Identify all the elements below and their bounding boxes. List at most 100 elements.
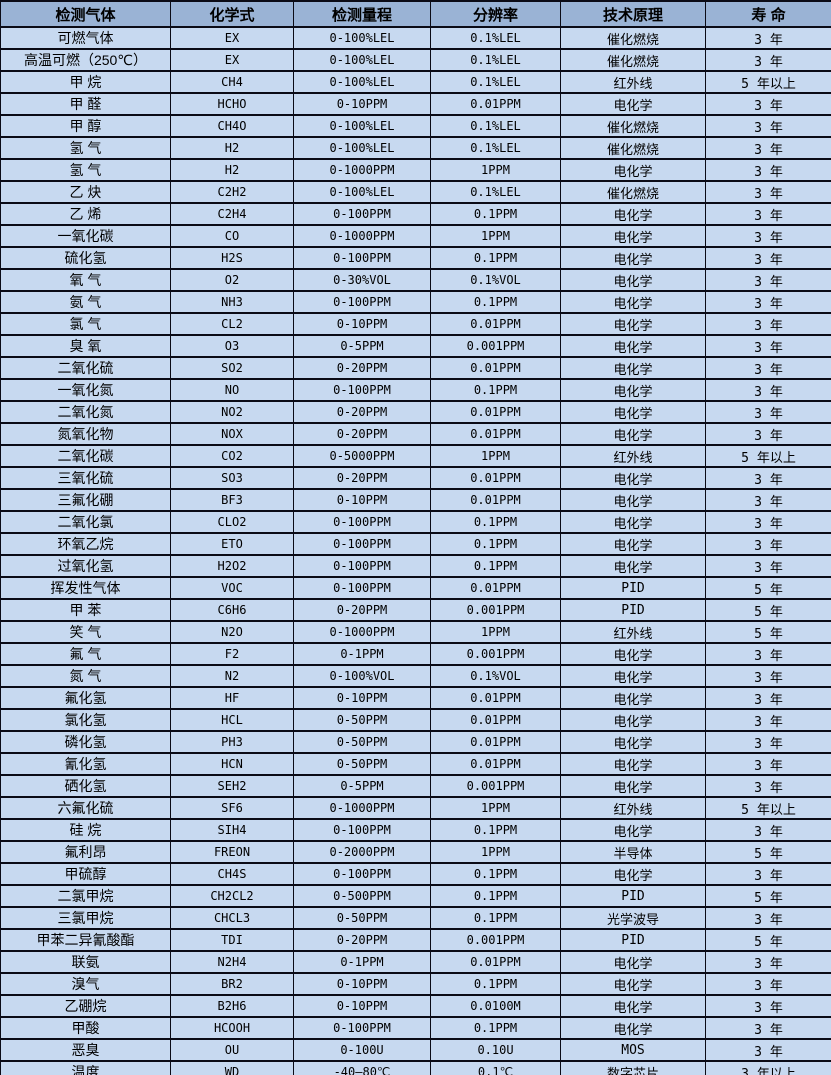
table-cell: 三氟化硼 [0,488,171,512]
table-cell: 过氧化氢 [0,554,171,578]
table-cell: 3 年 [705,92,831,116]
table-cell: 0.01PPM [430,356,561,380]
table-cell: 0.001PPM [430,928,561,952]
table-cell: 甲 苯 [0,598,171,622]
table-cell: 0-5000PPM [293,444,431,468]
table-cell: 0.1PPM [430,862,561,886]
table-cell: 电化学 [560,312,706,336]
table-cell: 硅 烷 [0,818,171,842]
table-cell: 0.1℃ [430,1060,561,1075]
table-cell: 3 年 [705,400,831,424]
table-cell: EX [170,26,294,50]
table-cell: 3 年 [705,158,831,182]
table-cell: 0-100%LEL [293,136,431,160]
table-cell: 0-100PPM [293,818,431,842]
table-cell: HCN [170,752,294,776]
table-cell: 5 年 [705,598,831,622]
table-cell: 3 年 [705,26,831,50]
table-cell: 氰化氢 [0,752,171,776]
table-cell: 0.1%LEL [430,136,561,160]
table-cell: 0.01PPM [430,422,561,446]
table-cell: 5 年以上 [705,70,831,94]
table-row: 氯化氢 HCL 0-50PPM 0.01PPM 电化学 3 年 [0,708,831,732]
table-cell: HCOOH [170,1016,294,1040]
table-cell: 3 年 [705,642,831,666]
table-cell: 半导体 [560,840,706,864]
table-cell: 三氧化硫 [0,466,171,490]
table-row: 一氧化氮 NO 0-100PPM 0.1PPM 电化学 3 年 [0,378,831,402]
table-cell: 3 年 [705,114,831,138]
table-cell: 催化燃烧 [560,26,706,50]
table-cell: 1PPM [430,224,561,248]
table-cell: 电化学 [560,268,706,292]
column-header: 检测气体 [0,0,171,28]
table-cell: 0.1%LEL [430,180,561,204]
table-cell: CH4 [170,70,294,94]
table-row: 甲 醇 CH4O 0-100%LEL 0.1%LEL 催化燃烧 3 年 [0,114,831,138]
table-cell: 红外线 [560,796,706,820]
table-cell: SO3 [170,466,294,490]
table-cell: 0.1PPM [430,202,561,226]
table-cell: 催化燃烧 [560,114,706,138]
table-cell: 氧 气 [0,268,171,292]
table-row: 甲苯二异氰酸酯 TDI 0-20PPM 0.001PPM PID 5 年 [0,928,831,952]
table-cell: 5 年以上 [705,796,831,820]
table-cell: 0-100PPM [293,246,431,270]
table-cell: 甲 醇 [0,114,171,138]
table-cell: 3 年 [705,686,831,710]
table-cell: 0.1PPM [430,246,561,270]
table-cell: 氢 气 [0,158,171,182]
table-row: 挥发性气体 VOC 0-100PPM 0.01PPM PID 5 年 [0,576,831,600]
table-row: 三氯甲烷 CHCL3 0-50PPM 0.1PPM 光学波导 3 年 [0,906,831,930]
table-row: 联氨 N2H4 0-1PPM 0.01PPM 电化学 3 年 [0,950,831,974]
table-cell: 0.1%LEL [430,26,561,50]
table-cell: 电化学 [560,642,706,666]
table-cell: 3 年 [705,510,831,534]
table-cell: 0.01PPM [430,488,561,512]
table-cell: 3 年 [705,532,831,556]
table-cell: 1PPM [430,158,561,182]
table-cell: 0.1%VOL [430,664,561,688]
table-cell: NH3 [170,290,294,314]
table-cell: 挥发性气体 [0,576,171,600]
table-cell: EX [170,48,294,72]
table-cell: SO2 [170,356,294,380]
table-cell: 催化燃烧 [560,180,706,204]
table-cell: 催化燃烧 [560,48,706,72]
table-cell: 电化学 [560,356,706,380]
table-cell: PID [560,884,706,908]
table-cell: 0-100%LEL [293,114,431,138]
table-cell: H2 [170,136,294,160]
table-cell: 0.001PPM [430,774,561,798]
table-cell: 催化燃烧 [560,136,706,160]
table-cell: 电化学 [560,400,706,424]
table-row: 六氟化硫 SF6 0-1000PPM 1PPM 红外线 5 年以上 [0,796,831,820]
table-cell: 氢 气 [0,136,171,160]
table-row: 氟化氢 HF 0-10PPM 0.01PPM 电化学 3 年 [0,686,831,710]
table-cell: CL2 [170,312,294,336]
column-header: 分辨率 [430,0,561,28]
table-cell: 0-10PPM [293,92,431,116]
table-cell: 3 年 [705,334,831,358]
table-cell: 三氯甲烷 [0,906,171,930]
table-cell: TDI [170,928,294,952]
table-cell: HF [170,686,294,710]
table-cell: 0-500PPM [293,884,431,908]
table-row: 可燃气体 EX 0-100%LEL 0.1%LEL 催化燃烧 3 年 [0,26,831,50]
table-cell: 甲苯二异氰酸酯 [0,928,171,952]
table-row: 硫化氢 H2S 0-100PPM 0.1PPM 电化学 3 年 [0,246,831,270]
table-cell: 一氧化氮 [0,378,171,402]
table-cell: 1PPM [430,840,561,864]
table-cell: 二氯甲烷 [0,884,171,908]
table-cell: 联氨 [0,950,171,974]
table-cell: 0-20PPM [293,928,431,952]
table-cell: 电化学 [560,488,706,512]
table-cell: H2S [170,246,294,270]
table-cell: C2H2 [170,180,294,204]
table-row: 磷化氢 PH3 0-50PPM 0.01PPM 电化学 3 年 [0,730,831,754]
table-cell: 电化学 [560,554,706,578]
table-cell: 0-100%LEL [293,26,431,50]
table-cell: 氮 气 [0,664,171,688]
table-cell: 温度 [0,1060,171,1075]
table-cell: 0.001PPM [430,598,561,622]
